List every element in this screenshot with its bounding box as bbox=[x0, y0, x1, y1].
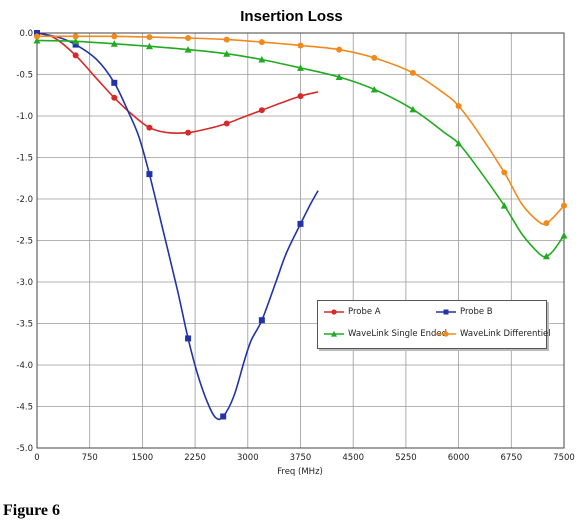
data-point-wavelink-single-ended bbox=[110, 40, 118, 47]
y-tick-label: -0.5 bbox=[16, 71, 33, 81]
data-point-wavelink-differentiel bbox=[258, 39, 265, 46]
legend-swatch-probe-a bbox=[324, 309, 344, 315]
data-point-wavelink-single-ended bbox=[335, 73, 343, 80]
legend-item-wavelink-single-ended: WaveLink Single Ended bbox=[324, 327, 447, 341]
legend-swatch-wavelink-single-ended bbox=[324, 330, 344, 337]
data-point-wavelink-single-ended bbox=[184, 46, 192, 53]
data-point-wavelink-differentiel bbox=[561, 202, 567, 209]
data-point-wavelink-differentiel bbox=[409, 69, 416, 76]
x-axis-label: Freq (MHz) bbox=[277, 467, 323, 477]
tick-label-layer: 0 750 1500 2250 3000 3750 4500 5250 6000 6750 7500… bbox=[16, 29, 574, 463]
data-point-wavelink-single-ended bbox=[455, 139, 463, 147]
data-point-wavelink-differentiel bbox=[297, 42, 304, 49]
data-point-probe-b bbox=[146, 171, 153, 178]
data-point-wavelink-single-ended bbox=[542, 252, 550, 260]
data-point-wavelink-single-ended bbox=[500, 202, 508, 209]
data-point-probe-b bbox=[220, 413, 227, 420]
data-point-wavelink-differentiel bbox=[501, 169, 508, 176]
legend-label-wavelink-differentiel: WaveLink Differentiel bbox=[460, 329, 551, 339]
data-point-wavelink-differentiel bbox=[455, 103, 462, 110]
y-tick-label: -4.0 bbox=[16, 361, 33, 371]
data-point-probe-a bbox=[258, 107, 265, 114]
data-point-wavelink-single-ended bbox=[33, 36, 41, 44]
x-tick-label: 1500 bbox=[132, 453, 154, 463]
series-wavelink-differentiel bbox=[34, 33, 567, 227]
data-point-probe-a bbox=[111, 94, 118, 101]
data-point-wavelink-differentiel bbox=[336, 46, 343, 53]
y-tick-label: -4.5 bbox=[16, 403, 33, 413]
data-point-wavelink-differentiel bbox=[371, 54, 378, 61]
legend-item-probe-a: Probe A bbox=[324, 305, 381, 319]
y-tick-label: -5.0 bbox=[16, 444, 33, 454]
legend-swatch-probe-b bbox=[436, 309, 456, 315]
data-point-probe-b bbox=[34, 30, 40, 36]
data-point-wavelink-differentiel bbox=[34, 33, 40, 40]
data-point-wavelink-differentiel bbox=[543, 220, 550, 227]
chart-legend: Probe A Probe B WaveLink Single Ended Wa… bbox=[317, 300, 551, 349]
data-point-wavelink-differentiel bbox=[111, 33, 118, 40]
data-point-probe-a bbox=[223, 120, 230, 127]
series-line-wavelink-differentiel bbox=[37, 35, 565, 225]
y-tick-label: -1.0 bbox=[16, 112, 33, 122]
x-tick-label: 2250 bbox=[184, 453, 206, 463]
y-tick-label: -3.0 bbox=[16, 278, 33, 288]
data-point-probe-a bbox=[146, 124, 153, 131]
y-tick-label: -3.5 bbox=[16, 320, 33, 330]
figure-caption: Figure 6 bbox=[3, 502, 61, 519]
x-tick-label: 750 bbox=[82, 453, 98, 463]
series-layer bbox=[33, 30, 568, 421]
legend-swatch-wavelink-differentiel bbox=[436, 331, 456, 337]
data-point-wavelink-single-ended bbox=[145, 42, 153, 50]
series-line-wavelink-single-ended bbox=[36, 39, 565, 258]
data-point-wavelink-single-ended bbox=[409, 105, 417, 113]
y-tick-label: 0.0 bbox=[19, 29, 33, 39]
data-point-wavelink-differentiel bbox=[72, 33, 79, 40]
y-tick-label: -1.5 bbox=[16, 154, 33, 164]
data-point-probe-a bbox=[297, 93, 304, 100]
x-tick-label: 7500 bbox=[553, 453, 575, 463]
legend-label-probe-b: Probe B bbox=[460, 307, 493, 317]
x-tick-label: 5250 bbox=[395, 453, 417, 463]
data-point-wavelink-differentiel bbox=[146, 34, 153, 41]
x-tick-label: 6000 bbox=[448, 453, 470, 463]
chart-title: Insertion Loss bbox=[240, 8, 343, 25]
y-tick-label: -2.5 bbox=[16, 237, 33, 247]
series-probe-b bbox=[34, 30, 319, 421]
data-point-wavelink-single-ended bbox=[258, 56, 266, 63]
legend-label-wavelink-single-ended: WaveLink Single Ended bbox=[348, 329, 448, 339]
x-tick-label: 6750 bbox=[500, 453, 522, 463]
legend-item-wavelink-differentiel: WaveLink Differentiel bbox=[436, 327, 551, 341]
x-tick-label: 4500 bbox=[342, 453, 364, 463]
data-point-wavelink-single-ended bbox=[560, 232, 568, 239]
series-wavelink-single-ended bbox=[33, 36, 568, 260]
data-point-wavelink-single-ended bbox=[297, 64, 304, 71]
legend-item-probe-b: Probe B bbox=[436, 305, 493, 319]
data-point-wavelink-differentiel bbox=[185, 34, 192, 41]
data-point-probe-b bbox=[111, 79, 118, 86]
data-point-probe-a bbox=[72, 52, 79, 59]
x-tick-label: 0 bbox=[34, 453, 39, 463]
plot-area-border bbox=[36, 32, 565, 449]
legend-label-probe-a: Probe A bbox=[348, 307, 381, 317]
data-point-probe-b bbox=[185, 335, 192, 342]
series-line-probe-a bbox=[36, 32, 319, 134]
x-tick-label: 3750 bbox=[290, 453, 312, 463]
x-tick-label: 3000 bbox=[237, 453, 259, 463]
data-point-wavelink-differentiel bbox=[223, 36, 230, 43]
y-tick-label: -2.0 bbox=[16, 195, 33, 205]
series-line-probe-b bbox=[36, 32, 319, 421]
data-point-wavelink-single-ended bbox=[223, 50, 231, 57]
data-point-wavelink-single-ended bbox=[72, 37, 80, 45]
data-point-probe-b bbox=[297, 220, 304, 227]
data-point-probe-a bbox=[185, 129, 192, 136]
data-point-probe-b bbox=[258, 317, 265, 324]
data-point-probe-b bbox=[72, 41, 79, 48]
data-point-wavelink-single-ended bbox=[370, 85, 378, 93]
insertion-loss-chart: 0 750 1500 2250 3000 3750 4500 5250 6000 6750 7500… bbox=[16, 29, 574, 477]
